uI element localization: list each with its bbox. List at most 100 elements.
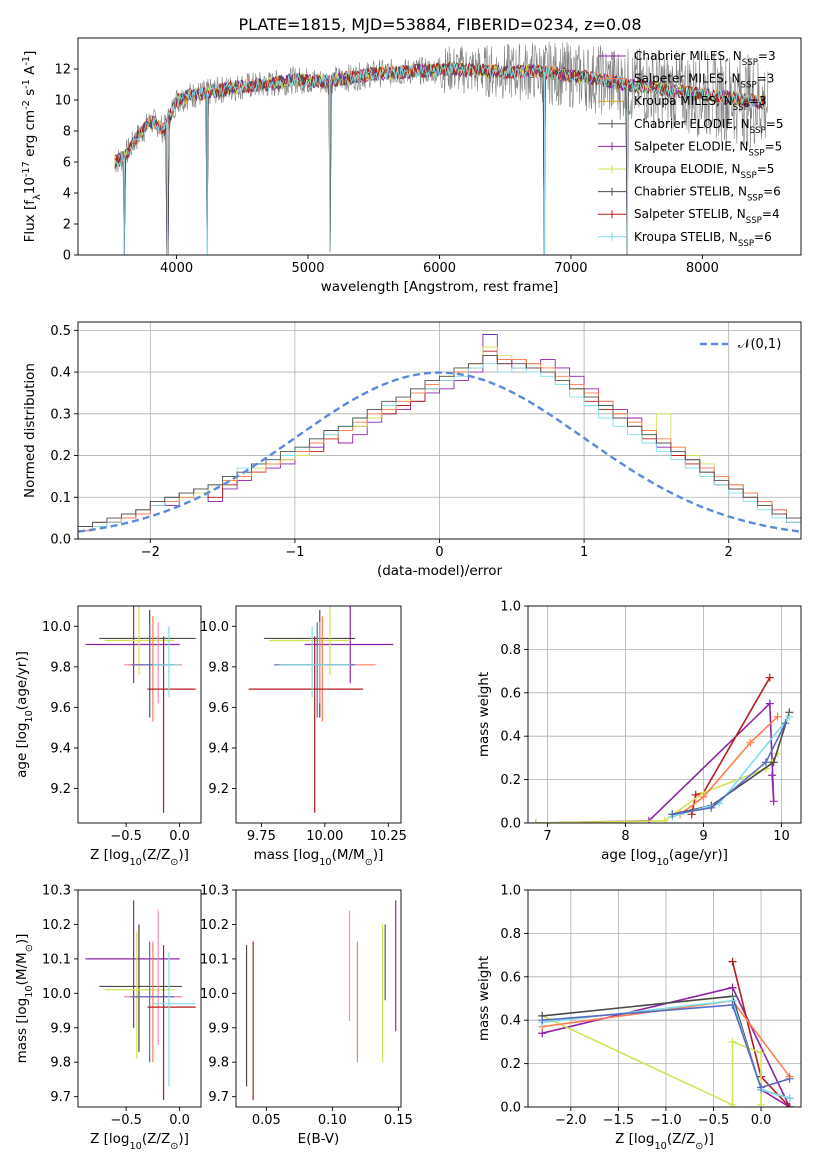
x-tick-label: 4000 [160,261,193,276]
age_vs_mass-axes: 9.75 10.00 10.25 9.2 9.4 9.6 9.8 10.0 mass [log1… [200,605,407,868]
errorbar-point [104,931,175,1059]
weight-marker [757,1100,766,1107]
x-tick-label: 9.75 [247,829,276,844]
x-axis-label: Z [log10(Z/Z⊙)] [90,847,189,868]
y-axis-label: Flux [fλ10-17 erg cm-2 s-1 A-1] [21,51,43,243]
y-tick-label: 0.4 [50,366,71,381]
y-tick-label: 10.1 [200,952,229,967]
weight-marker [531,819,540,823]
massweight_vs_age-plot-area [531,673,794,823]
x-axis-label: (data-model)/error [377,563,503,579]
weight-series-line [542,986,791,1107]
residuals-plot-area [78,334,801,539]
y-axis-label: mass [log10(M/M⊙)] [14,934,35,1064]
errorbar-point [104,606,175,675]
weight-marker [757,1048,766,1057]
axes-frame [77,605,202,824]
errorbar-point [99,610,196,718]
y-tick-label: 4 [63,187,71,202]
y-tick-label: 9.9 [208,1021,229,1036]
y-tick-label: 0.0 [500,1101,521,1116]
weight-marker [785,1074,794,1083]
x-tick-label: −2.0 [555,1113,587,1128]
y-tick-label: 0.8 [500,643,521,658]
y-tick-label: 9.4 [50,741,71,756]
errorbar-point [85,606,180,684]
weight-marker [728,1001,737,1010]
weight-series-line [535,701,775,823]
weight-marker [728,957,737,966]
y-tick-label: 9.8 [50,1056,71,1071]
axes-frame [527,889,802,1108]
weight-series-line [672,712,791,816]
y-axis-label: mass weight [476,956,492,1041]
x-axis-label: wavelength [Angstrom, rest frame] [321,279,559,295]
weight-marker [785,712,794,721]
legend-entry: Salpeter STELIB, NSSP=4 [634,207,780,226]
massweight_vs_Z-axes: −2.0 −1.5 −1.0 −0.5 0.0 0.0 0.2 0.4 0.6 0.8 1.0 Z [… [476,884,802,1152]
y-tick-label: 6 [63,156,71,171]
weight-marker [728,983,737,992]
weight-marker [761,758,770,767]
x-tick-label: 7 [543,829,551,844]
y-tick-label: 0.3 [50,407,71,422]
y-axis-label: age [log10(age/yr)] [14,651,35,778]
weight-marker [660,816,669,823]
weight-series-line [672,722,787,816]
x-tick-label: 0.05 [252,1113,281,1128]
weight-marker [538,1016,547,1025]
x-axis-label: age [log10(age/yr)] [601,847,728,868]
legend-entry: 𝒩(0,1) [738,337,781,352]
axes-frame [235,889,402,1108]
weight-marker [765,673,774,682]
weight-marker [768,771,777,780]
weight-marker [746,738,755,747]
x-tick-label: −0.5 [698,1113,730,1128]
x-tick-label: 10 [773,829,790,844]
y-tick-label: 0.0 [50,533,71,548]
y-tick-label: 10.2 [200,918,229,933]
y-tick-label: 0.5 [50,324,71,339]
y-tick-label: 9.6 [50,701,71,716]
y-tick-label: 9.8 [208,1056,229,1071]
errorbar-point [248,636,363,813]
weight-marker [757,1083,766,1092]
x-tick-label: 10.25 [370,829,407,844]
y-tick-label: 10.0 [42,987,71,1002]
x-tick-label: 6000 [423,261,456,276]
axes-frame [235,605,402,824]
weight-marker [773,712,782,721]
age_vs_Z-plot-area [85,606,196,813]
weight-marker [765,699,774,708]
spectrum-model-line [114,61,766,255]
x-tick-label: 0.0 [169,1113,190,1128]
y-tick-label: 0.4 [500,1014,521,1029]
mass_vs_ebv-plot-area [245,900,397,1101]
spectrum-model-line [114,62,766,167]
y-tick-label: 0.2 [50,449,71,464]
y-tick-label: 0.8 [500,927,521,942]
errorbar-point [269,606,351,675]
legend-entry: Salpeter ELODIE, NSSP=5 [634,139,782,158]
mass_vs_Z-plot-area [85,900,196,1101]
y-axis-label: mass weight [476,672,492,757]
residuals-axes: −2 −1 0 1 2 0.0 0.1 0.2 0.3 0.4 0.5 (data-model)/er… [22,321,802,579]
y-tick-label: 9.7 [50,1090,71,1105]
y-axis-label: Normed distribution [22,363,38,498]
y-tick-label: 0.6 [500,970,521,985]
weight-series-line [542,1004,790,1089]
histogram-series [78,354,801,539]
x-tick-label: 5000 [291,261,324,276]
errorbar-point [123,910,180,1045]
weight-marker [769,797,778,806]
weight-marker [707,803,716,812]
legend-entry: Chabrier ELODIE, NSSP=5 [634,117,783,136]
x-tick-label: −1.5 [603,1113,635,1128]
y-tick-label: 9.6 [208,701,229,716]
y-tick-label: 0.4 [500,730,521,745]
y-tick-label: 9.4 [208,741,229,756]
weight-marker [728,1100,737,1107]
y-tick-label: 1.0 [500,884,521,899]
weight-series-line [679,716,779,815]
